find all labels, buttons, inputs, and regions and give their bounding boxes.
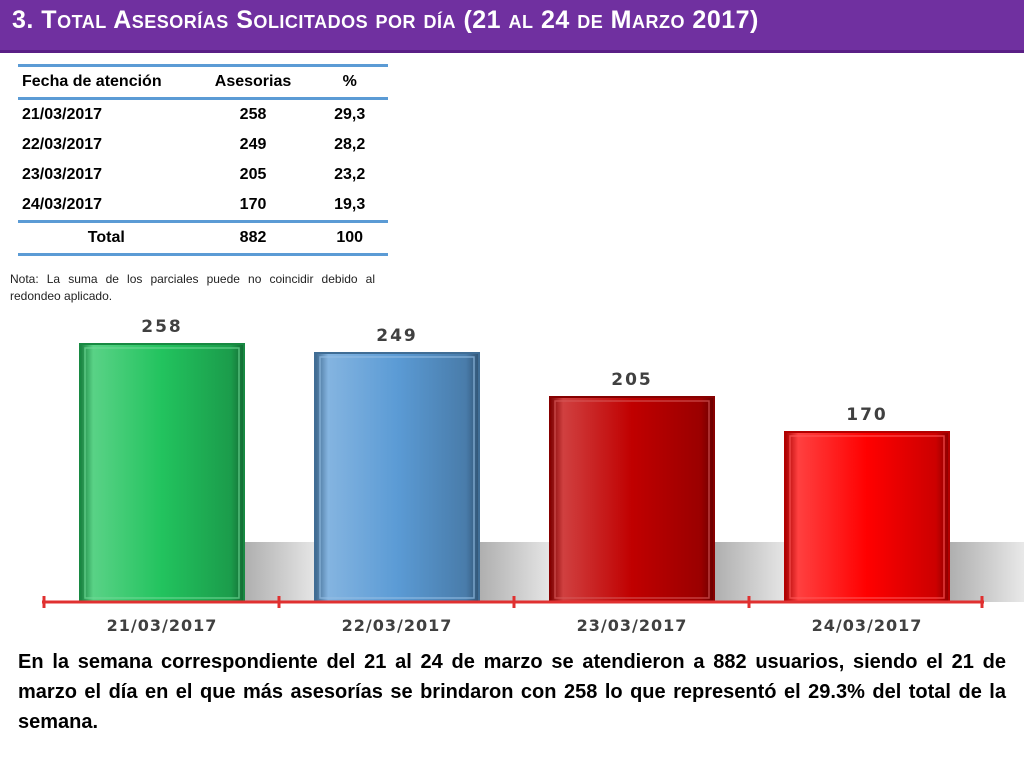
- x-tick-label: 21/03/2017: [107, 616, 218, 635]
- bar-highlight: [789, 435, 945, 599]
- bar-22/03/2017: [314, 352, 480, 603]
- table-header-date: Fecha de atención: [22, 73, 162, 90]
- table-cell-asesorias: 258: [239, 106, 267, 123]
- table-total-row: Total 882 100: [18, 221, 388, 255]
- table-row: 22/03/2017 249 28,2: [18, 130, 388, 160]
- table-total-label: Total: [87, 229, 125, 246]
- data-label: 258: [141, 317, 183, 337]
- table-cell-percent: 28,2: [334, 136, 366, 153]
- table-row: 24/03/2017 170 19,3: [18, 190, 388, 222]
- bar-shadow: [714, 542, 794, 602]
- table-cell-percent: 19,3: [334, 196, 366, 213]
- table-cell-asesorias: 249: [239, 136, 267, 153]
- x-tick-label: 24/03/2017: [812, 616, 923, 635]
- bar-highlight: [84, 347, 240, 599]
- x-tick-label: 22/03/2017: [342, 616, 453, 635]
- table-cell-asesorias: 205: [239, 166, 267, 183]
- data-label: 170: [846, 405, 888, 425]
- table-row: 21/03/2017 258 29,3: [18, 99, 388, 131]
- bar-highlight: [554, 400, 710, 599]
- table-header-asesorias: Asesorias: [214, 73, 292, 90]
- bar-shadow: [244, 542, 324, 602]
- bar-24/03/2017: [784, 431, 950, 603]
- table-header-row: Fecha de atención Asesorias %: [18, 65, 388, 99]
- bar-23/03/2017: [549, 396, 715, 603]
- table-cell-percent: 29,3: [334, 106, 366, 123]
- table-cell-date: 21/03/2017: [22, 106, 103, 123]
- table-cell-date: 24/03/2017: [22, 196, 103, 213]
- data-table: Fecha de atención Asesorias % 21/03/2017…: [18, 64, 388, 256]
- bar-21/03/2017: [79, 343, 245, 603]
- table-total-asesorias: 882: [239, 229, 267, 246]
- bar-chart-svg: 258 21/03/2017 249 22/03/2017 205 23/03/2017 1…: [42, 317, 1024, 635]
- bar-shadow: [479, 542, 559, 602]
- table-cell-percent: 23,2: [334, 166, 366, 183]
- table-note: Nota: La suma de los parciales puede no …: [10, 272, 375, 303]
- title-bar: 3. Total Asesorías Solicitados por día (…: [0, 0, 1024, 53]
- table-total-percent: 100: [336, 229, 364, 246]
- page-title: 3. Total Asesorías Solicitados por día (…: [12, 6, 759, 34]
- x-tick-label: 23/03/2017: [577, 616, 688, 635]
- table-cell-date: 23/03/2017: [22, 166, 103, 183]
- table-header-percent: %: [342, 73, 357, 90]
- data-label: 205: [611, 370, 653, 390]
- table-cell-date: 22/03/2017: [22, 136, 103, 153]
- bar-shadow: [949, 542, 1024, 602]
- table-row: 23/03/2017 205 23,2: [18, 160, 388, 190]
- bar-highlight: [319, 356, 475, 599]
- table-cell-asesorias: 170: [239, 196, 267, 213]
- summary-text: En la semana correspondiente del 21 al 2…: [18, 651, 1006, 733]
- data-label: 249: [376, 326, 418, 346]
- bar-chart: 258 21/03/2017 249 22/03/2017 205 23/03/2017 1…: [0, 300, 1024, 645]
